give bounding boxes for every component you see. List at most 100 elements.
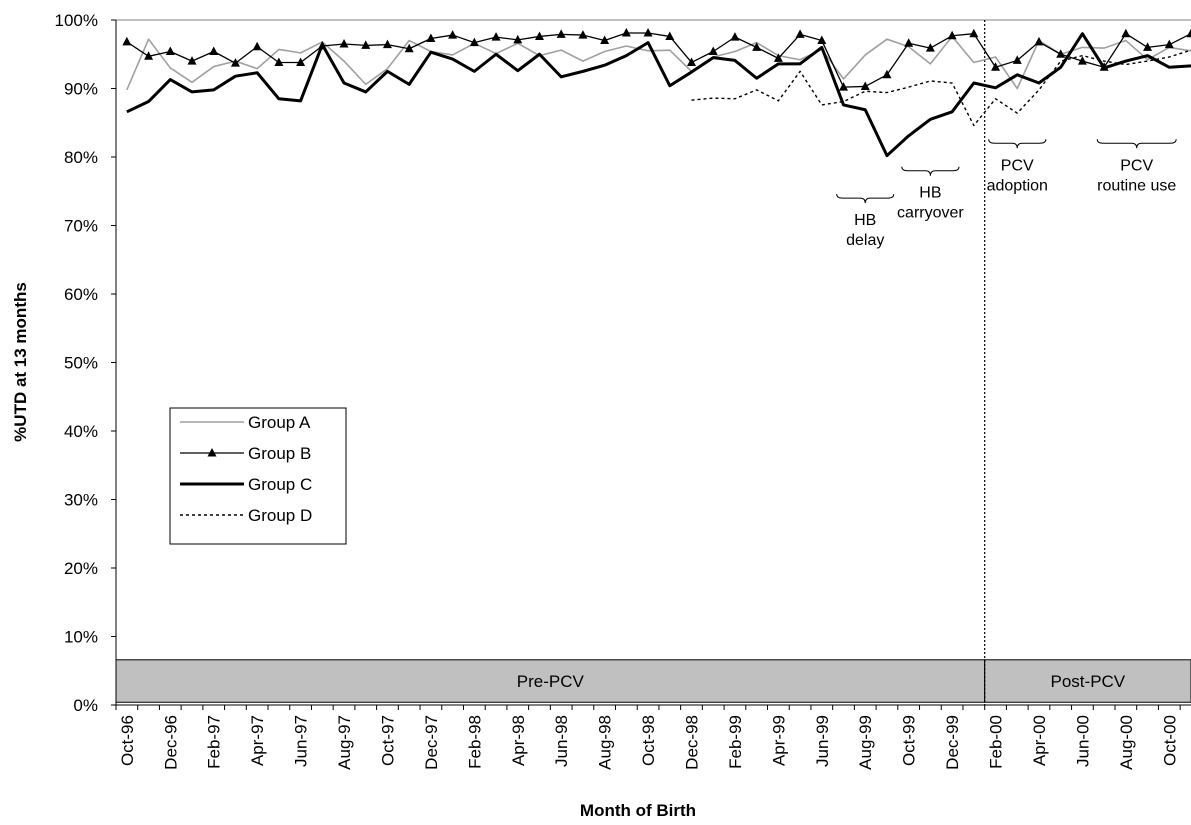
series-line <box>126 35 1191 91</box>
y-tick-label: 30% <box>64 491 98 510</box>
series-layer <box>122 28 1191 158</box>
data-point <box>708 46 718 56</box>
data-point <box>122 36 132 46</box>
data-point <box>1034 36 1044 46</box>
series-line <box>126 32 1191 158</box>
y-tick-label: 60% <box>64 285 98 304</box>
x-tick-label: Apr-99 <box>769 715 788 766</box>
x-tick-label: Oct-98 <box>639 715 658 766</box>
series-group-a <box>126 35 1191 91</box>
annotation-label: PCV <box>1001 157 1034 174</box>
data-point <box>969 28 979 38</box>
x-tick-label: Jun-98 <box>552 715 571 767</box>
axes: 0% 10% 20% 30% 40% 50% 60% 70% 80% 90% 100% Oct-96 D… <box>55 11 1191 770</box>
annotation-brace <box>901 166 960 176</box>
data-point <box>274 57 284 66</box>
x-tick-label: Aug-99 <box>856 715 875 770</box>
data-point <box>426 33 436 42</box>
data-point <box>469 37 479 47</box>
data-point <box>860 81 870 90</box>
x-tick-label: Jun-99 <box>813 715 832 767</box>
series-group-b <box>122 28 1191 91</box>
data-point <box>665 31 675 40</box>
data-point <box>296 57 306 66</box>
data-point <box>491 32 501 41</box>
data-point <box>209 46 219 56</box>
data-point <box>556 29 566 38</box>
legend: Group A Group B Group C Group D <box>169 407 347 545</box>
data-point <box>817 35 827 45</box>
y-tick-label: 100% <box>55 11 98 30</box>
x-tick-label: Oct-96 <box>118 715 137 766</box>
x-tick-label: Dec-98 <box>683 715 702 770</box>
x-tick-label: Feb-99 <box>726 715 745 769</box>
period-band <box>984 659 1191 703</box>
data-point <box>361 40 371 49</box>
legend-label: Group B <box>248 444 311 463</box>
x-tick-label: Oct-00 <box>1160 715 1179 766</box>
data-point <box>730 32 740 41</box>
data-point <box>382 39 392 49</box>
x-tick-label: Aug-98 <box>596 715 615 770</box>
x-tick-label: Feb-00 <box>987 715 1006 769</box>
data-point <box>144 51 154 60</box>
y-tick-label: 20% <box>64 559 98 578</box>
y-tick-label: 90% <box>64 80 98 99</box>
data-point <box>1077 56 1087 65</box>
x-tick-label: Feb-98 <box>465 715 484 769</box>
y-tick-label: 80% <box>64 148 98 167</box>
data-point <box>1056 49 1066 58</box>
legend-label: Group D <box>248 506 312 525</box>
data-point <box>882 69 892 79</box>
data-point <box>925 43 935 52</box>
x-tick-label: Aug-00 <box>1117 715 1136 770</box>
data-point <box>904 38 914 47</box>
x-tick-label: Oct-99 <box>900 715 919 766</box>
annotation-label: delay <box>846 232 884 249</box>
annotation-label: PCV <box>1120 157 1153 174</box>
y-axis-title: %UTD at 13 months <box>11 282 30 442</box>
data-point <box>1143 42 1153 51</box>
annotation-label: routine use <box>1097 177 1176 194</box>
data-point <box>1121 28 1131 38</box>
legend-marker <box>207 448 217 457</box>
data-point <box>404 43 414 53</box>
data-point <box>165 46 175 56</box>
data-point <box>230 58 240 67</box>
annotation-brace <box>988 139 1047 149</box>
y-tick-label: 10% <box>64 628 98 647</box>
period-band <box>115 659 986 703</box>
x-tick-label: Apr-00 <box>1030 715 1049 766</box>
series-line <box>126 32 1191 88</box>
data-point <box>795 29 805 38</box>
series-group-c <box>126 32 1191 158</box>
data-point <box>513 34 523 44</box>
data-point <box>643 28 653 37</box>
x-tick-label: Dec-99 <box>943 715 962 770</box>
annotation-label: HB <box>854 212 876 229</box>
series-group-d <box>691 49 1191 127</box>
annotation-brace <box>1096 139 1177 149</box>
data-point <box>534 31 544 40</box>
data-point <box>1012 55 1022 64</box>
data-point <box>839 82 849 91</box>
x-tick-label: Oct-97 <box>378 715 397 766</box>
data-point <box>752 42 762 51</box>
y-tick-label: 70% <box>64 217 98 236</box>
legend-box <box>169 407 347 545</box>
x-tick-label: Apr-98 <box>509 715 528 766</box>
x-tick-label: Jun-97 <box>292 715 311 767</box>
y-tick-label: 50% <box>64 354 98 373</box>
data-point <box>339 38 349 48</box>
period-label: Post-PCV <box>1051 672 1126 691</box>
annotations: HB delay HB carryover PCV adoption PCV routine … <box>836 20 1177 705</box>
data-point <box>621 28 631 37</box>
period-label: Pre-PCV <box>517 672 585 691</box>
x-tick-label: Aug-97 <box>335 715 354 770</box>
x-axis-title: Month of Birth <box>580 801 696 820</box>
period-bands: Pre-PCV Post-PCV <box>115 659 1191 703</box>
data-point <box>252 41 262 51</box>
x-tick-label: Feb-97 <box>205 715 224 769</box>
x-tick-label: Jun-00 <box>1073 715 1092 767</box>
